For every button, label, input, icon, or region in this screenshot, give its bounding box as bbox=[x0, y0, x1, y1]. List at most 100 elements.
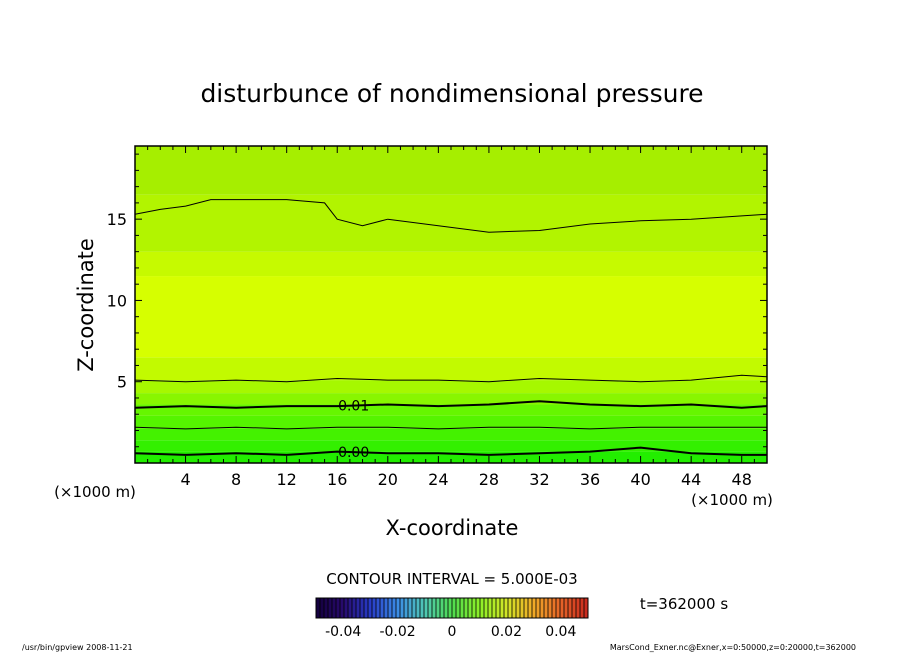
y-tick-label: 10 bbox=[107, 291, 127, 310]
colorbar-cell bbox=[348, 598, 352, 618]
colorbar-cell bbox=[496, 598, 500, 618]
colorbar-cell bbox=[448, 598, 452, 618]
x-axis-label: X-coordinate bbox=[386, 516, 519, 540]
y-tick-label: 15 bbox=[107, 210, 127, 229]
colorbar-cell bbox=[460, 598, 464, 618]
colorbar-cell bbox=[440, 598, 444, 618]
color-band-5 bbox=[135, 393, 767, 405]
colorbar-cell bbox=[464, 598, 468, 618]
colorbar-cell bbox=[492, 598, 496, 618]
x-tick-label: 36 bbox=[580, 470, 600, 489]
colorbar-frame bbox=[315, 597, 589, 619]
contour-lines: 0.00 0.01 bbox=[134, 199, 768, 461]
colorbar-cell bbox=[512, 598, 516, 618]
color-band-4 bbox=[135, 404, 767, 416]
color-band-9 bbox=[135, 251, 767, 277]
contour-line-4 bbox=[134, 199, 768, 233]
color-band-10 bbox=[135, 194, 767, 252]
colorbar-cell bbox=[504, 598, 508, 618]
colorbar-cell bbox=[556, 598, 560, 618]
x-tick-label: 20 bbox=[378, 470, 398, 489]
color-band-3 bbox=[135, 415, 767, 429]
x-tick-label: 44 bbox=[681, 470, 701, 489]
time-label: t=362000 s bbox=[640, 595, 728, 613]
colorbar-cell bbox=[580, 598, 584, 618]
colorbar-cell bbox=[444, 598, 448, 618]
colorbar-cell bbox=[344, 598, 348, 618]
colorbar-cell bbox=[332, 598, 336, 618]
color-band-2 bbox=[135, 428, 767, 441]
colorbar-cell bbox=[564, 598, 568, 618]
x-tick-label: 32 bbox=[529, 470, 549, 489]
x-tick-label: 8 bbox=[231, 470, 241, 489]
colorbar-label: -0.02 bbox=[379, 624, 415, 640]
colorbar-cell bbox=[584, 598, 588, 618]
colorbar-cell bbox=[316, 598, 320, 618]
colorbar-cell bbox=[532, 598, 536, 618]
colorbar-cell bbox=[408, 598, 412, 618]
colorbar-cell bbox=[536, 598, 540, 618]
colorbar-cell bbox=[328, 598, 332, 618]
colorbar-cell bbox=[400, 598, 404, 618]
colorbar-cell bbox=[380, 598, 384, 618]
contour-interval-label: CONTOUR INTERVAL = 5.000E-03 bbox=[326, 570, 577, 588]
colorbar-cell bbox=[340, 598, 344, 618]
colorbar-cell bbox=[428, 598, 432, 618]
colorbar-cell bbox=[396, 598, 400, 618]
contour-line-2 bbox=[134, 400, 768, 409]
color-band-11 bbox=[135, 146, 767, 195]
x-tick-label: 28 bbox=[479, 470, 499, 489]
y-tick-label: 5 bbox=[117, 373, 127, 392]
colorbar-label: -0.04 bbox=[325, 624, 361, 640]
colorbar-cell bbox=[376, 598, 380, 618]
colorbar-cell bbox=[384, 598, 388, 618]
colorbar-cell bbox=[388, 598, 392, 618]
colorbar-cell bbox=[324, 598, 328, 618]
y-axis-label: Z-coordinate bbox=[74, 238, 98, 372]
colorbar-cell bbox=[468, 598, 472, 618]
contour-line-3 bbox=[134, 374, 768, 383]
colorbar-cell bbox=[500, 598, 504, 618]
color-band-1 bbox=[135, 440, 767, 452]
x-tick-label: 24 bbox=[428, 470, 448, 489]
colorbar-cell bbox=[356, 598, 360, 618]
colorbar-cell bbox=[520, 598, 524, 618]
colorbar-label: 0.04 bbox=[545, 624, 576, 640]
footer-left: /usr/bin/gpview 2008-11-21 bbox=[22, 643, 133, 652]
colorbar-cell bbox=[360, 598, 364, 618]
x-tick-label: 4 bbox=[180, 470, 190, 489]
colorbar-cell bbox=[568, 598, 572, 618]
x-tick-label: 48 bbox=[732, 470, 752, 489]
colorbar-cell bbox=[352, 598, 356, 618]
x-tick-label: 16 bbox=[327, 470, 347, 489]
colorbar-cell bbox=[480, 598, 484, 618]
colorbar-cell bbox=[508, 598, 512, 618]
y-axis-unit: (×1000 m) bbox=[54, 483, 136, 501]
colorbar-cell bbox=[320, 598, 324, 618]
colorbar-cell bbox=[560, 598, 564, 618]
colorbar-label: 0 bbox=[448, 624, 457, 640]
color-band-0 bbox=[135, 451, 767, 463]
colorbar-cell bbox=[472, 598, 476, 618]
x-tick-label: 40 bbox=[630, 470, 650, 489]
colorbar-label: 0.02 bbox=[491, 624, 522, 640]
colorbar bbox=[315, 597, 589, 619]
colorbar-cell bbox=[524, 598, 528, 618]
contour-line-1 bbox=[134, 426, 767, 430]
colorbar-cell bbox=[412, 598, 416, 618]
colorbar-cell bbox=[416, 598, 420, 618]
colorbar-cell bbox=[488, 598, 492, 618]
colorbar-cell bbox=[476, 598, 480, 618]
chart-title: disturbunce of nondimensional pressure bbox=[200, 79, 703, 108]
colorbar-cell bbox=[456, 598, 460, 618]
colorbar-cell bbox=[336, 598, 340, 618]
color-band-6 bbox=[135, 380, 767, 394]
contour-label-2: 0.01 bbox=[338, 399, 369, 415]
contour-label-0: 0.00 bbox=[338, 445, 369, 461]
colorbar-cell bbox=[372, 598, 376, 618]
colorbar-cell bbox=[420, 598, 424, 618]
colorbar-cell bbox=[392, 598, 396, 618]
